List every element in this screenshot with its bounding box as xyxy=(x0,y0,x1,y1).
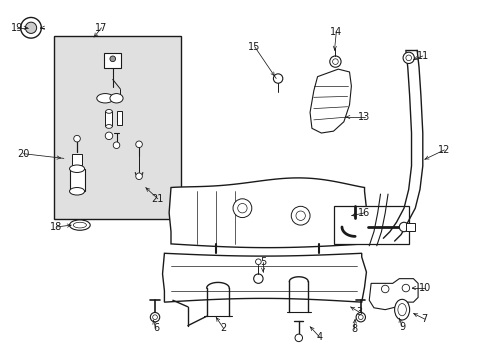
Text: 7: 7 xyxy=(421,314,427,324)
Circle shape xyxy=(294,334,302,342)
Text: 10: 10 xyxy=(418,283,430,293)
Text: 9: 9 xyxy=(398,321,405,332)
Circle shape xyxy=(399,222,408,232)
Text: 18: 18 xyxy=(50,222,62,232)
Ellipse shape xyxy=(97,94,113,103)
Circle shape xyxy=(110,56,115,62)
Text: 21: 21 xyxy=(151,194,163,204)
Circle shape xyxy=(152,315,157,320)
Bar xyxy=(54,36,181,220)
Ellipse shape xyxy=(73,222,86,228)
Text: 8: 8 xyxy=(350,324,357,334)
Ellipse shape xyxy=(105,125,112,128)
Polygon shape xyxy=(169,178,366,248)
Text: 19: 19 xyxy=(11,23,23,33)
Circle shape xyxy=(20,17,41,38)
Circle shape xyxy=(150,312,160,322)
Circle shape xyxy=(295,211,305,220)
Text: 20: 20 xyxy=(17,149,30,159)
Text: 5: 5 xyxy=(260,257,265,267)
Text: 13: 13 xyxy=(358,112,370,122)
Ellipse shape xyxy=(69,220,90,230)
Circle shape xyxy=(136,173,142,180)
Text: 3: 3 xyxy=(356,307,362,318)
Text: 2: 2 xyxy=(220,323,226,333)
Ellipse shape xyxy=(105,109,112,113)
Text: 11: 11 xyxy=(416,51,428,61)
Text: 6: 6 xyxy=(153,323,159,333)
Circle shape xyxy=(25,22,37,33)
Bar xyxy=(405,223,414,231)
Circle shape xyxy=(255,259,261,265)
Circle shape xyxy=(237,203,246,213)
Circle shape xyxy=(253,274,263,283)
Polygon shape xyxy=(309,69,351,133)
Polygon shape xyxy=(368,279,417,310)
Circle shape xyxy=(332,59,338,64)
Circle shape xyxy=(401,284,409,292)
Ellipse shape xyxy=(69,165,84,172)
Text: 12: 12 xyxy=(437,145,449,155)
Polygon shape xyxy=(162,253,366,302)
Circle shape xyxy=(74,135,80,142)
Circle shape xyxy=(291,206,309,225)
Circle shape xyxy=(136,141,142,148)
Circle shape xyxy=(355,312,365,322)
Circle shape xyxy=(105,132,113,140)
Text: 15: 15 xyxy=(248,42,260,51)
Bar xyxy=(72,154,81,165)
Ellipse shape xyxy=(110,94,123,103)
Ellipse shape xyxy=(69,188,84,195)
Circle shape xyxy=(402,52,413,63)
Ellipse shape xyxy=(394,299,409,320)
Bar xyxy=(116,111,122,125)
Circle shape xyxy=(358,315,363,320)
Ellipse shape xyxy=(397,303,406,316)
Circle shape xyxy=(405,55,411,61)
Text: 4: 4 xyxy=(316,332,322,342)
Bar xyxy=(105,111,112,126)
Circle shape xyxy=(113,142,120,149)
Bar xyxy=(69,169,84,191)
Circle shape xyxy=(329,56,340,67)
Text: 14: 14 xyxy=(329,27,342,37)
Circle shape xyxy=(381,285,388,293)
Bar xyxy=(333,206,408,244)
Text: 17: 17 xyxy=(95,23,107,33)
Circle shape xyxy=(273,74,282,83)
Circle shape xyxy=(232,199,251,217)
Text: 16: 16 xyxy=(358,208,370,218)
Bar xyxy=(104,53,121,68)
